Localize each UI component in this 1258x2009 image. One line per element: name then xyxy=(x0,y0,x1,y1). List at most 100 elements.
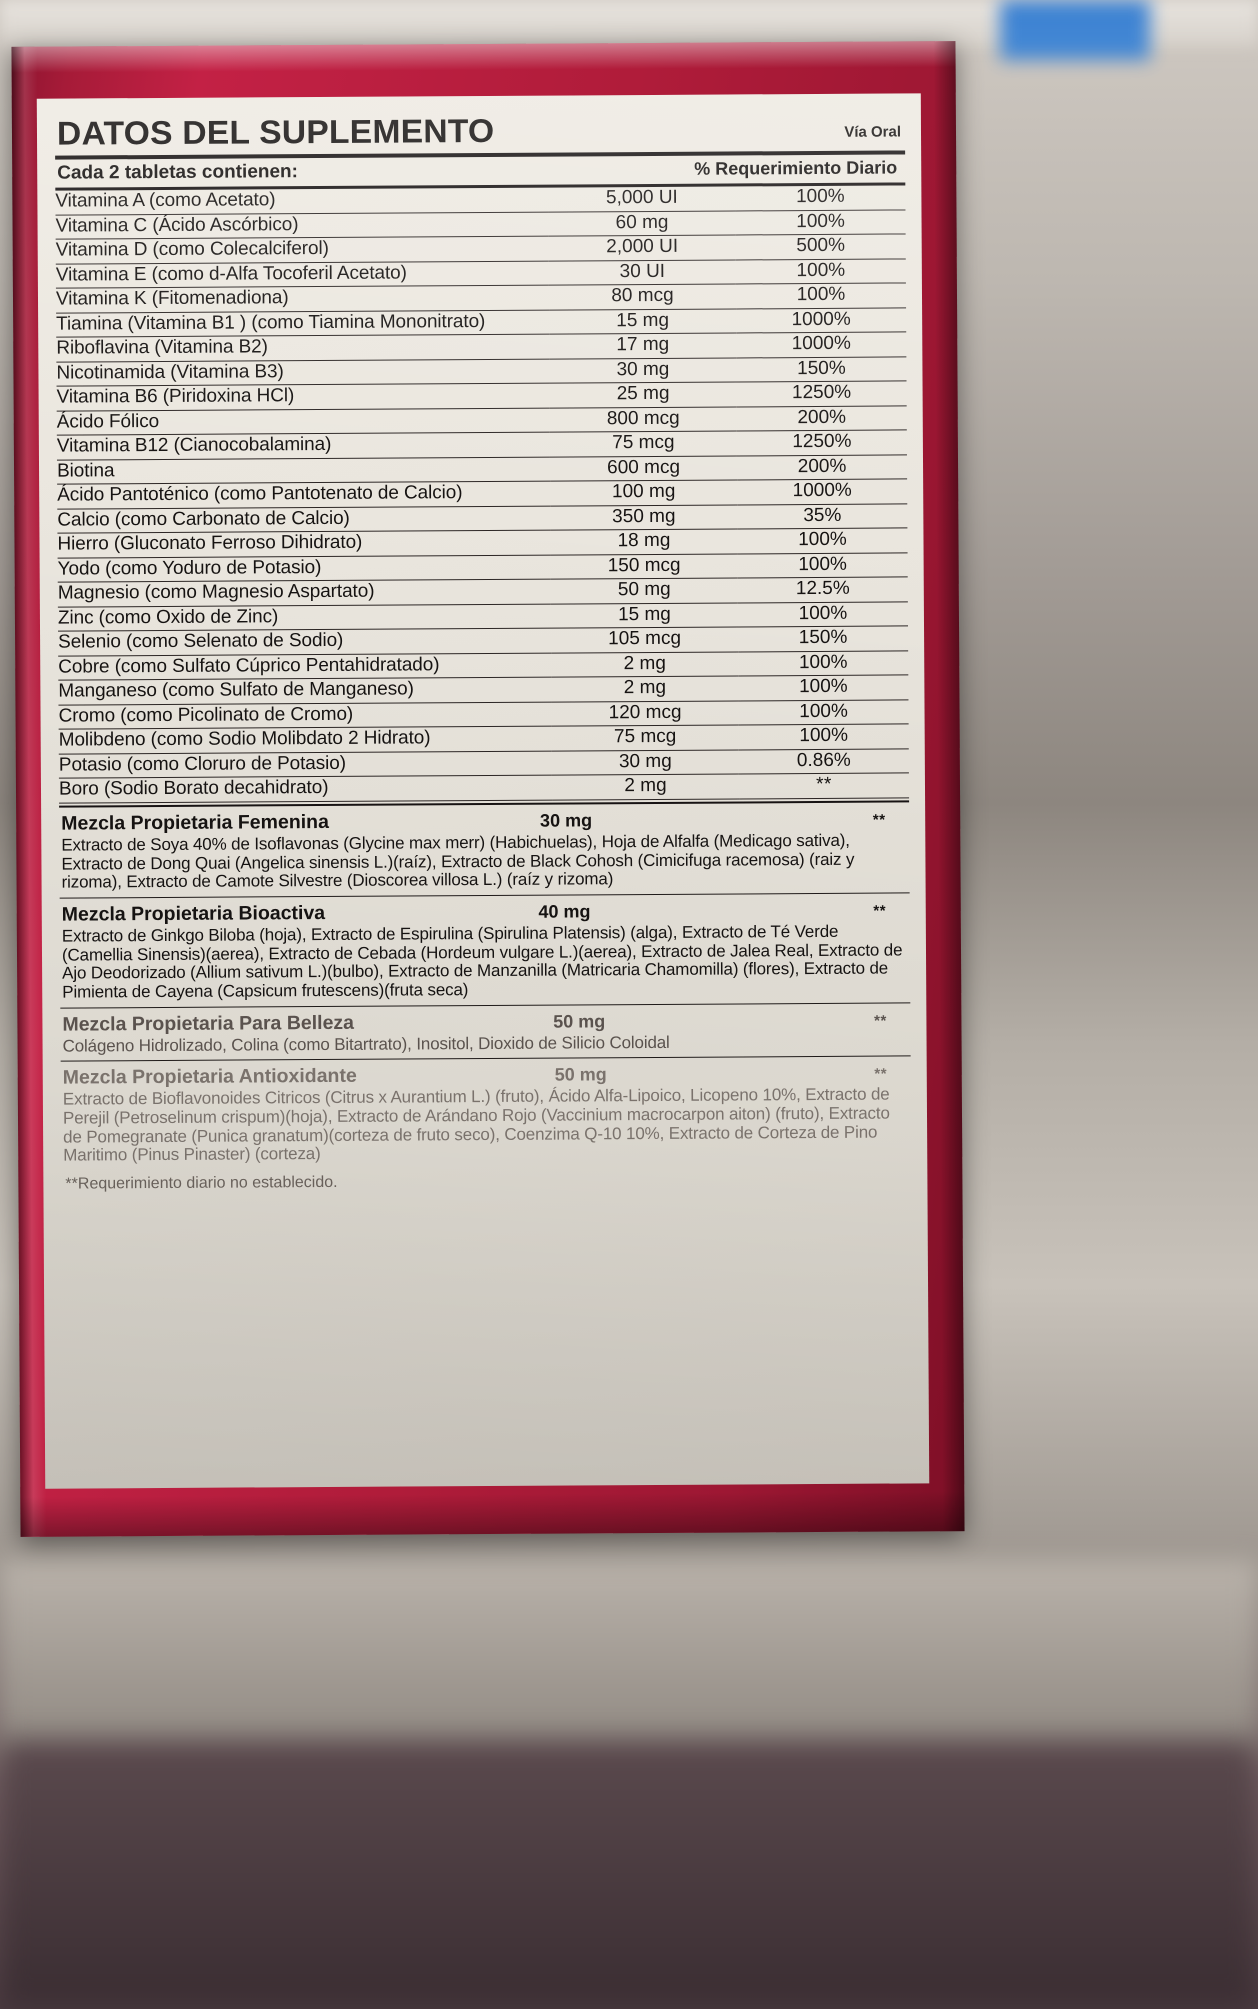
nutrient-amount: 2 mg xyxy=(551,774,740,800)
nutrient-amount: 15 mg xyxy=(550,602,739,629)
nutrient-amount: 100 mg xyxy=(550,480,738,506)
nutrient-daily-value: 1250% xyxy=(736,430,907,456)
nutrient-name: Cobre (como Sulfato Cúprico Pentahidrata… xyxy=(58,652,552,681)
nutrient-daily-value: 100% xyxy=(737,601,909,628)
nutrient-name: Yodo (como Yoduro de Potasio) xyxy=(57,554,551,583)
blend-ingredients: Colágeno Hidrolizado, Colina (como Bitar… xyxy=(62,1032,670,1056)
nutrient-table: Vitamina A (como Acetato) 5,000 UI 100% Vit… xyxy=(55,185,910,804)
nutrient-name: Vitamina B12 (Cianocobalamina) xyxy=(56,432,550,460)
nutrient-amount: 30 mg xyxy=(551,749,739,776)
nutrient-daily-value: 500% xyxy=(735,233,906,260)
nutrient-amount: 105 mcg xyxy=(551,627,739,653)
nutrient-daily-value: 100% xyxy=(735,185,906,211)
nutrient-daily-value: 150% xyxy=(738,626,909,652)
nutrient-amount: 50 mg xyxy=(550,578,738,604)
nutrient-name: Manganeso (como Sulfato de Manganeso) xyxy=(58,677,552,705)
nutrient-amount: 150 mcg xyxy=(550,553,738,580)
background-blue-object xyxy=(1000,0,1150,60)
nutrient-daily-value: 100% xyxy=(735,209,906,236)
nutrient-daily-value: 12.5% xyxy=(737,577,908,603)
nutrient-name: Tiamina (Vitamina B1 ) (como Tiamina Mon… xyxy=(56,309,550,338)
nutrient-name: Vitamina E (como d-Alfa Tocoferil Acetat… xyxy=(55,260,549,289)
nutrient-daily-value: 1250% xyxy=(736,381,907,407)
nutrient-amount: 30 UI xyxy=(548,259,736,286)
nutrient-amount: 2 mg xyxy=(551,676,739,702)
nutrient-amount: 75 mcg xyxy=(549,431,737,457)
nutrient-daily-value: 100% xyxy=(738,675,909,701)
nutrient-name: Vitamina K (Fitomenadiona) xyxy=(55,285,550,313)
nutrient-amount: 18 mg xyxy=(550,529,738,555)
nutrient-amount: 15 mg xyxy=(549,308,737,335)
nutrient-amount: 600 mcg xyxy=(549,455,738,482)
nutrient-name: Vitamina C (Ácido Ascórbico) xyxy=(55,211,549,240)
nutrient-name: Potasio (como Cloruro de Potasio) xyxy=(58,750,552,779)
blend-daily-value: ** xyxy=(874,1012,887,1030)
blend-amount: 50 mg xyxy=(553,1010,606,1032)
nutrient-amount: 30 mg xyxy=(549,357,737,384)
nutrient-daily-value: 100% xyxy=(737,552,908,579)
nutrient-daily-value: 150% xyxy=(736,356,907,383)
nutrient-name: Magnesio (como Magnesio Aspartato) xyxy=(57,579,551,607)
nutrient-daily-value: 200% xyxy=(736,454,908,481)
nutrient-amount: 25 mg xyxy=(549,382,737,408)
blend-section: Mezcla Propietaria Bioactiva 40 mg ** Extra… xyxy=(60,893,911,1005)
nutrient-amount: 2,000 UI xyxy=(548,235,736,261)
nutrient-name: Vitamina A (como Acetato) xyxy=(55,187,549,215)
nutrient-amount: 350 mg xyxy=(550,504,738,531)
blend-daily-value: ** xyxy=(874,1065,888,1084)
nutrient-daily-value: 100% xyxy=(738,650,909,677)
blend-amount: 40 mg xyxy=(538,901,591,922)
blend-ingredients: Extracto de Bioflavonoides Citricos (Cit… xyxy=(62,1084,890,1166)
nutrient-amount: 5,000 UI xyxy=(548,186,736,212)
nutrient-daily-value: 35% xyxy=(737,503,908,530)
nutrient-daily-value: 0.86% xyxy=(738,748,909,775)
nutrient-name: Vitamina B6 (Piridoxina HCl) xyxy=(56,383,550,411)
background-floor xyxy=(0,1740,1258,2009)
nutrient-daily-value: 1000% xyxy=(736,332,907,358)
route-of-administration: Vía Oral xyxy=(844,123,902,141)
blend-daily-value: ** xyxy=(872,811,886,829)
nutrient-amount: 75 mcg xyxy=(551,725,739,751)
nutrient-name: Molibdeno (como Sodio Molibdato 2 Hidrat… xyxy=(58,726,552,754)
box-top-highlight xyxy=(11,41,956,73)
supplement-box: DATOS DEL SUPLEMENTO Vía Oral Cada 2 tab… xyxy=(11,41,965,1537)
nutrient-amount: 2 mg xyxy=(551,651,739,678)
blend-name: Mezcla Propietaria Antioxidante xyxy=(62,1065,357,1089)
blend-name: Mezcla Propietaria Para Belleza xyxy=(62,1011,355,1036)
page-title: DATOS DEL SUPLEMENTO xyxy=(56,111,495,152)
nutrient-name: Boro (Sodio Borato decahidrato) xyxy=(58,775,553,804)
nutrient-name: Zinc (como Oxido de Zinc) xyxy=(57,603,552,632)
nutrient-amount: 120 mcg xyxy=(551,700,739,727)
blend-ingredients: Extracto de Ginkgo Biloba (hoja), Extrac… xyxy=(61,921,903,1002)
nutrient-table-body: Vitamina A (como Acetato) 5,000 UI 100% Vit… xyxy=(55,185,910,804)
nutrient-name: Nicotinamida (Vitamina B3) xyxy=(56,358,550,387)
nutrient-name: Selenio (como Selenato de Sodio) xyxy=(58,628,552,656)
nutrient-daily-value: 1000% xyxy=(736,307,907,334)
nutrient-daily-value: 100% xyxy=(737,528,908,554)
nutrient-amount: 80 mcg xyxy=(548,284,737,310)
nutrient-name: Vitamina D (como Colecalciferol) xyxy=(55,236,549,264)
blend-name: Mezcla Propietaria Femenina xyxy=(61,810,329,835)
blend-amount: 30 mg xyxy=(539,810,593,831)
nutrient-daily-value: 200% xyxy=(736,405,907,432)
serving-size-label: Cada 2 tabletas contienen: xyxy=(57,161,299,184)
nutrient-daily-value: 100% xyxy=(735,258,906,285)
nutrient-daily-value: ** xyxy=(738,773,910,799)
nutrient-name: Riboflavina (Vitamina B2) xyxy=(56,334,550,362)
blend-name: Mezcla Propietaria Bioactiva xyxy=(61,901,326,926)
nutrient-daily-value: 100% xyxy=(738,724,909,750)
nutrient-name: Hierro (Gluconato Ferroso Dihidrato) xyxy=(57,530,551,558)
nutrient-name: Cromo (como Picolinato de Cromo) xyxy=(58,701,552,730)
box-bottom-edge xyxy=(20,1491,965,1537)
nutrient-name: Ácido Pantoténico (como Pantotenato de C… xyxy=(57,481,551,509)
table-row: Boro (Sodio Borato decahidrato) 2 mg ** xyxy=(58,773,910,804)
footnote: **Requerimiento diario no establecido. xyxy=(65,1174,338,1193)
panel-header: DATOS DEL SUPLEMENTO Vía Oral xyxy=(55,107,905,152)
nutrient-name: Biotina xyxy=(56,456,551,485)
background-counter xyxy=(0,1560,1258,1760)
blend-ingredients: Extracto de Soya 40% de Isoflavonas (Gly… xyxy=(61,830,855,892)
nutrient-amount: 17 mg xyxy=(549,333,737,359)
nutrient-daily-value: 1000% xyxy=(737,479,908,505)
nutrient-daily-value: 100% xyxy=(738,699,909,726)
blend-section: Mezcla Propietaria Femenina 30 mg ** Extrac… xyxy=(59,802,910,895)
